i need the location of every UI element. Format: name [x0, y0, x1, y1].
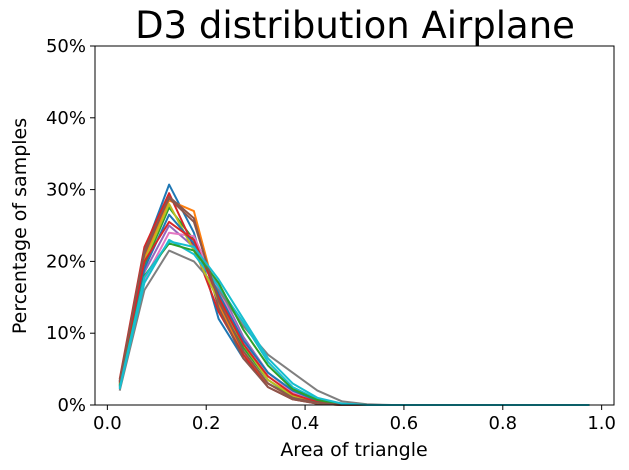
chart-title: D3 distribution Airplane [135, 4, 575, 47]
x-axis-label: Area of triangle [280, 439, 427, 461]
series-line-6 [118, 195, 590, 406]
series-line-10 [118, 238, 590, 406]
x-tick-label: 0.4 [291, 413, 320, 434]
y-tick-label: 20% [46, 251, 86, 272]
x-tick-label: 1.0 [587, 413, 616, 434]
y-axis-label: Percentage of samples [9, 118, 31, 334]
x-tick-label: 0.8 [488, 413, 517, 434]
series-line-7 [118, 231, 590, 406]
y-axis-ticks: 0% 10% 20% 30% 40% 50% [46, 36, 95, 416]
x-tick-label: 0.0 [93, 413, 122, 434]
y-tick-label: 30% [46, 180, 86, 201]
series-line-14 [118, 197, 590, 406]
y-tick-label: 0% [57, 395, 86, 416]
series-line-8 [118, 249, 590, 406]
x-axis-ticks: 0.0 0.2 0.4 0.6 0.8 1.0 [93, 405, 616, 434]
y-tick-label: 50% [46, 36, 86, 57]
x-tick-label: 0.2 [192, 413, 221, 434]
series-line-13 [118, 242, 590, 406]
x-tick-label: 0.6 [390, 413, 419, 434]
series-line-2 [118, 199, 590, 406]
series-line-15 [118, 240, 590, 406]
plot-frame [94, 45, 615, 406]
y-tick-label: 40% [46, 108, 86, 129]
series-layer [118, 183, 590, 406]
y-tick-label: 10% [46, 323, 86, 344]
